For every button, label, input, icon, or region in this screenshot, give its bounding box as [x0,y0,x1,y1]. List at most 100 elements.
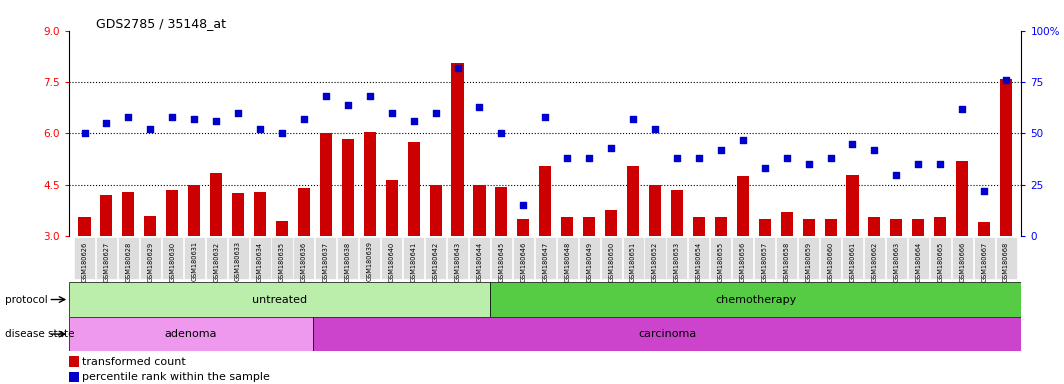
Point [559,155,576,161]
Text: GSM180654: GSM180654 [696,242,702,282]
Point [581,155,598,161]
FancyBboxPatch shape [535,237,555,280]
Bar [649,185,661,236]
Text: GSM180653: GSM180653 [674,242,680,281]
Bar [978,222,991,236]
Text: GSM180663: GSM180663 [894,242,899,281]
Point [273,131,290,137]
FancyBboxPatch shape [579,237,600,280]
Text: GSM180660: GSM180660 [828,242,833,282]
Text: untreated: untreated [252,295,307,305]
Bar [759,219,770,236]
Text: GSM180647: GSM180647 [543,242,548,282]
Point [493,131,510,137]
Text: GSM180636: GSM180636 [301,242,306,281]
Text: GSM180659: GSM180659 [805,242,812,281]
FancyBboxPatch shape [381,237,402,280]
Bar [825,219,836,236]
FancyBboxPatch shape [315,237,336,280]
Bar [385,180,398,236]
FancyBboxPatch shape [645,237,666,280]
FancyBboxPatch shape [139,237,161,280]
Point [712,147,729,153]
Text: GSM180655: GSM180655 [718,242,724,282]
Bar [605,210,617,236]
Text: GSM180631: GSM180631 [192,242,197,281]
FancyBboxPatch shape [864,237,885,280]
Point [844,141,861,147]
Point [339,102,356,108]
Bar [671,190,683,236]
FancyBboxPatch shape [74,237,95,280]
Point [362,93,379,99]
Point [449,65,466,71]
FancyBboxPatch shape [205,237,227,280]
FancyBboxPatch shape [403,237,425,280]
Text: carcinoma: carcinoma [638,329,696,339]
Bar [364,132,376,236]
FancyBboxPatch shape [754,237,776,280]
Point [230,110,247,116]
FancyBboxPatch shape [930,237,951,280]
Bar [934,217,946,236]
Point [207,118,225,124]
Text: GSM180662: GSM180662 [871,242,878,282]
Text: GSM180638: GSM180638 [345,242,351,281]
Point [734,137,751,143]
Bar [868,217,881,236]
Text: GSM180651: GSM180651 [630,242,636,281]
FancyBboxPatch shape [600,237,621,280]
FancyBboxPatch shape [798,237,819,280]
FancyBboxPatch shape [228,237,249,280]
FancyBboxPatch shape [951,237,972,280]
Bar [912,219,925,236]
FancyBboxPatch shape [688,237,710,280]
FancyBboxPatch shape [118,237,139,280]
Text: disease state: disease state [5,329,74,339]
Point [536,114,553,120]
Point [186,116,203,122]
FancyBboxPatch shape [974,237,995,280]
Bar [802,219,815,236]
FancyBboxPatch shape [556,237,578,280]
Point [800,161,817,167]
Bar [539,166,551,236]
Point [602,145,619,151]
Bar [430,185,442,236]
Text: GSM180642: GSM180642 [433,242,438,282]
Point [866,147,883,153]
Text: adenoma: adenoma [165,329,217,339]
FancyBboxPatch shape [425,237,446,280]
Point [383,110,400,116]
FancyBboxPatch shape [271,237,293,280]
FancyBboxPatch shape [842,237,863,280]
FancyBboxPatch shape [184,237,204,280]
FancyBboxPatch shape [337,237,359,280]
FancyBboxPatch shape [711,237,731,280]
Point [251,126,268,132]
Point [778,155,795,161]
Text: percentile rank within the sample: percentile rank within the sample [82,372,270,382]
Bar [451,63,464,236]
Text: GSM180656: GSM180656 [739,242,746,282]
FancyBboxPatch shape [908,237,929,280]
Point [142,126,159,132]
Point [296,116,313,122]
FancyBboxPatch shape [360,237,380,280]
Point [405,118,422,124]
Text: GSM180668: GSM180668 [1003,242,1009,282]
FancyBboxPatch shape [469,237,491,280]
Bar [79,217,90,236]
Bar [210,173,222,236]
Point [647,126,664,132]
FancyBboxPatch shape [294,237,315,280]
FancyBboxPatch shape [162,237,183,280]
Text: GSM180633: GSM180633 [235,242,242,281]
Text: GSM180628: GSM180628 [126,242,131,282]
Text: GSM180637: GSM180637 [322,242,329,281]
Bar [313,317,1021,351]
Bar [69,356,79,367]
Text: GDS2785 / 35148_at: GDS2785 / 35148_at [96,17,226,30]
FancyBboxPatch shape [622,237,644,280]
Text: GSM180626: GSM180626 [82,242,87,282]
